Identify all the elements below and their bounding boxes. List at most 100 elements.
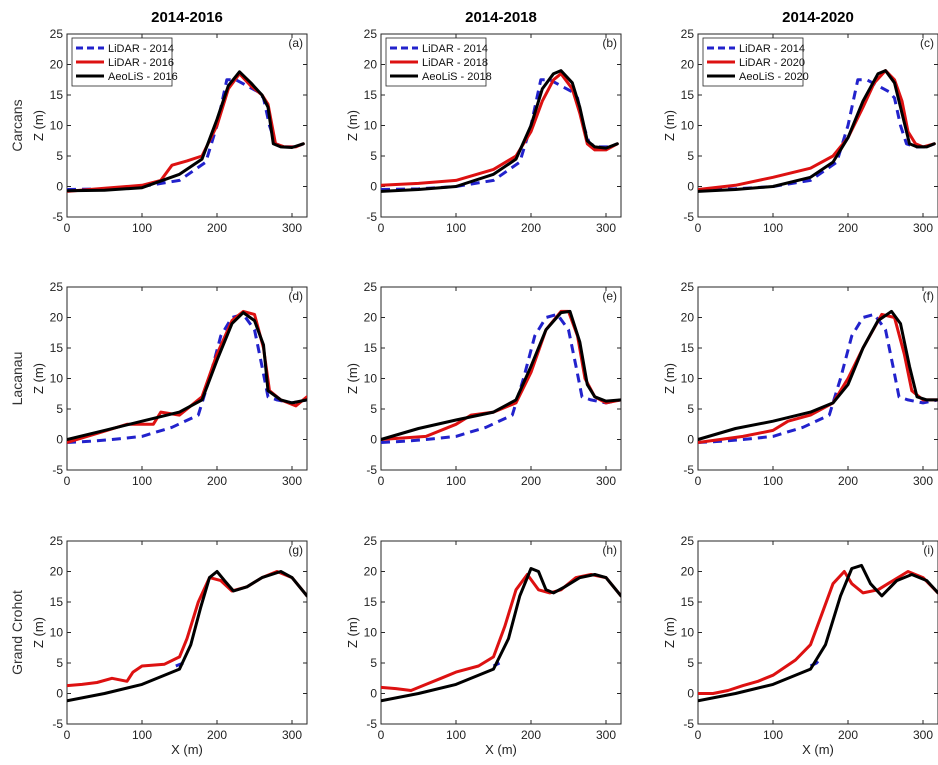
y-tick-label: 5 bbox=[370, 149, 377, 163]
y-tick-label: -5 bbox=[52, 717, 63, 731]
legend-entry: AeoLiS - 2016 bbox=[108, 71, 178, 83]
y-tick-label: 10 bbox=[681, 372, 695, 386]
y-tick-label: 0 bbox=[370, 433, 377, 447]
series-line-aeolis bbox=[67, 311, 307, 441]
x-tick-label: 300 bbox=[282, 728, 302, 742]
row-label: Grand Crohot bbox=[9, 590, 25, 675]
series-line-aeolis bbox=[381, 309, 621, 441]
y-tick-label: 5 bbox=[56, 402, 63, 416]
y-axis-label: Z (m) bbox=[662, 363, 677, 394]
column-title: 2014-2018 bbox=[465, 9, 537, 26]
x-tick-label: 200 bbox=[838, 221, 858, 235]
y-tick-label: 5 bbox=[370, 402, 377, 416]
y-tick-label: 15 bbox=[681, 595, 695, 609]
x-tick-label: 200 bbox=[207, 474, 227, 488]
series-line-lidar2014 bbox=[698, 312, 938, 444]
series-line-aeolis bbox=[698, 309, 938, 441]
y-tick-label: 10 bbox=[364, 119, 378, 133]
y-axis-label: Z (m) bbox=[662, 617, 677, 648]
y-tick-label: 25 bbox=[681, 534, 695, 548]
x-tick-label: 100 bbox=[763, 221, 783, 235]
series-line-lidar2014 bbox=[381, 78, 618, 191]
series-line-aeolis bbox=[381, 567, 621, 703]
y-tick-label: 10 bbox=[50, 119, 64, 133]
x-tick-label: 0 bbox=[64, 474, 71, 488]
plot-frame bbox=[380, 286, 622, 471]
plot-frame bbox=[66, 540, 308, 725]
x-tick-label: 200 bbox=[521, 221, 541, 235]
x-tick-label: 0 bbox=[378, 221, 385, 235]
x-tick-label: 0 bbox=[378, 474, 385, 488]
panel-label: (a) bbox=[288, 36, 303, 50]
y-tick-label: 15 bbox=[50, 595, 64, 609]
y-tick-label: 0 bbox=[687, 433, 694, 447]
y-tick-label: -5 bbox=[52, 463, 63, 477]
x-tick-label: 0 bbox=[64, 221, 71, 235]
y-tick-label: 10 bbox=[681, 626, 695, 640]
y-tick-label: 25 bbox=[50, 27, 64, 41]
x-tick-label: 200 bbox=[207, 728, 227, 742]
x-tick-label: 300 bbox=[596, 221, 616, 235]
y-tick-label: 15 bbox=[364, 88, 378, 102]
legend-entry: LiDAR - 2014 bbox=[108, 43, 174, 55]
y-tick-label: 0 bbox=[687, 180, 694, 194]
y-axis-label: Z (m) bbox=[31, 363, 46, 394]
x-axis-label: X (m) bbox=[485, 742, 517, 757]
y-tick-label: 10 bbox=[364, 372, 378, 386]
y-tick-label: 20 bbox=[50, 58, 64, 72]
x-tick-label: 0 bbox=[695, 474, 702, 488]
y-tick-label: 15 bbox=[50, 88, 64, 102]
x-tick-label: 200 bbox=[207, 221, 227, 235]
legend-entry: LiDAR - 2014 bbox=[422, 43, 488, 55]
x-tick-label: 200 bbox=[838, 728, 858, 742]
x-tick-label: 100 bbox=[132, 474, 152, 488]
y-tick-label: 10 bbox=[364, 626, 378, 640]
panel-label: (e) bbox=[602, 289, 617, 303]
x-tick-label: 200 bbox=[521, 474, 541, 488]
x-tick-label: 100 bbox=[446, 728, 466, 742]
y-tick-label: 10 bbox=[50, 626, 64, 640]
y-tick-label: -5 bbox=[683, 717, 694, 731]
y-tick-label: -5 bbox=[683, 210, 694, 224]
y-tick-label: 20 bbox=[364, 311, 378, 325]
plot-frame bbox=[697, 286, 938, 471]
legend: LiDAR - 2014 LiDAR - 2018 AeoLiS - 2018 bbox=[385, 37, 492, 87]
y-tick-label: 5 bbox=[370, 656, 377, 670]
y-tick-label: -5 bbox=[366, 210, 377, 224]
y-tick-label: 0 bbox=[56, 180, 63, 194]
y-tick-label: 0 bbox=[370, 180, 377, 194]
y-tick-label: 20 bbox=[681, 565, 695, 579]
series-line-lidar2014 bbox=[381, 312, 621, 444]
x-tick-label: 0 bbox=[378, 728, 385, 742]
series-line-aeolis bbox=[698, 563, 938, 703]
series-line-lidarNew bbox=[698, 570, 938, 695]
x-tick-label: 300 bbox=[913, 474, 933, 488]
y-tick-label: 20 bbox=[681, 311, 695, 325]
x-tick-label: 300 bbox=[282, 221, 302, 235]
legend-entry: LiDAR - 2016 bbox=[108, 57, 174, 69]
panel-label: (d) bbox=[288, 289, 303, 303]
row-label: Lacanau bbox=[9, 352, 25, 406]
y-tick-label: 15 bbox=[50, 341, 64, 355]
y-tick-label: 20 bbox=[364, 58, 378, 72]
panel-label: (b) bbox=[602, 36, 617, 50]
y-tick-label: 10 bbox=[681, 119, 695, 133]
panel-label: (f) bbox=[923, 289, 934, 303]
y-tick-label: 15 bbox=[364, 341, 378, 355]
legend-entry: LiDAR - 2014 bbox=[739, 43, 805, 55]
y-tick-label: 25 bbox=[364, 534, 378, 548]
legend-entry: LiDAR - 2020 bbox=[739, 57, 805, 69]
series-line-lidarNew bbox=[381, 72, 619, 187]
y-tick-label: 10 bbox=[50, 372, 64, 386]
y-tick-label: 0 bbox=[56, 433, 63, 447]
y-tick-label: -5 bbox=[52, 210, 63, 224]
y-tick-label: 15 bbox=[681, 88, 695, 102]
x-axis-label: X (m) bbox=[802, 742, 834, 757]
y-tick-label: 0 bbox=[687, 687, 694, 701]
